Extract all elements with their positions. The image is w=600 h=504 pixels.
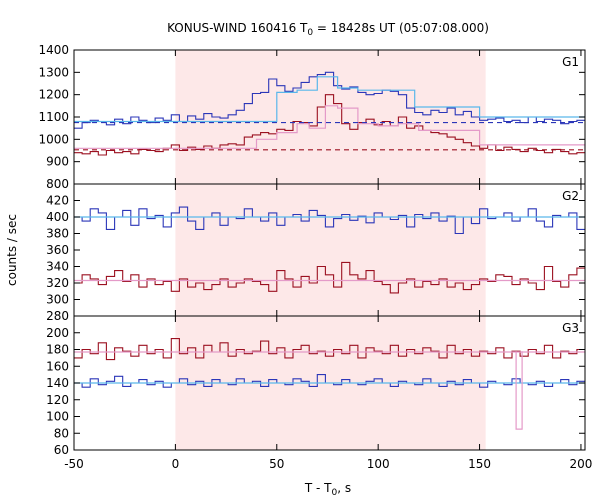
series-g1-3 [74, 105, 585, 151]
series-g1-0 [74, 71, 585, 129]
x-tick-label: 0 [172, 457, 180, 471]
y-tick-label: 340 [46, 260, 69, 274]
series-g3-0 [74, 338, 585, 361]
series-g2-1 [74, 261, 585, 294]
y-tick-label: 1300 [38, 65, 69, 79]
y-tick-label: 140 [46, 376, 69, 390]
y-tick-label: 180 [46, 343, 69, 357]
y-tick-label: 80 [54, 426, 69, 440]
series-g1-1 [74, 94, 585, 156]
series-g3-4 [515, 351, 523, 430]
x-tick-label: 200 [569, 457, 592, 471]
panel-label: G3 [562, 321, 579, 335]
y-tick-label: 1200 [38, 88, 69, 102]
y-axis-label: counts / sec [5, 214, 19, 286]
y-tick-label: 900 [46, 155, 69, 169]
panel-label: G1 [562, 55, 579, 69]
y-tick-label: 300 [46, 293, 69, 307]
y-tick-label: 320 [46, 276, 69, 290]
y-tick-label: 280 [46, 309, 69, 323]
y-tick-label: 420 [46, 194, 69, 208]
y-tick-label: 1000 [38, 132, 69, 146]
series-layer [74, 71, 585, 430]
panel-label: G2 [562, 189, 579, 203]
chart-title: KONUS-WIND 160416 T0 = 18428s UT (05:07:… [167, 21, 489, 38]
y-tick-label: 200 [46, 326, 69, 340]
series-g1-2 [74, 76, 585, 123]
y-tick-label: 800 [46, 177, 69, 191]
y-tick-label: 400 [46, 210, 69, 224]
x-tick-label: 50 [269, 457, 284, 471]
y-tick-label: 60 [54, 443, 69, 457]
tick-layer: G180090010001100120013001400G22803003203… [38, 43, 592, 471]
x-tick-label: 100 [367, 457, 390, 471]
x-tick-label: 150 [468, 457, 491, 471]
y-tick-label: 120 [46, 393, 69, 407]
y-tick-label: 160 [46, 359, 69, 373]
y-tick-label: 380 [46, 227, 69, 241]
x-tick-label: -50 [64, 457, 84, 471]
y-tick-label: 1100 [38, 110, 69, 124]
y-tick-label: 100 [46, 410, 69, 424]
y-tick-label: 360 [46, 243, 69, 257]
y-tick-label: 1400 [38, 43, 69, 57]
x-axis-label: T - T0, s [304, 481, 351, 498]
